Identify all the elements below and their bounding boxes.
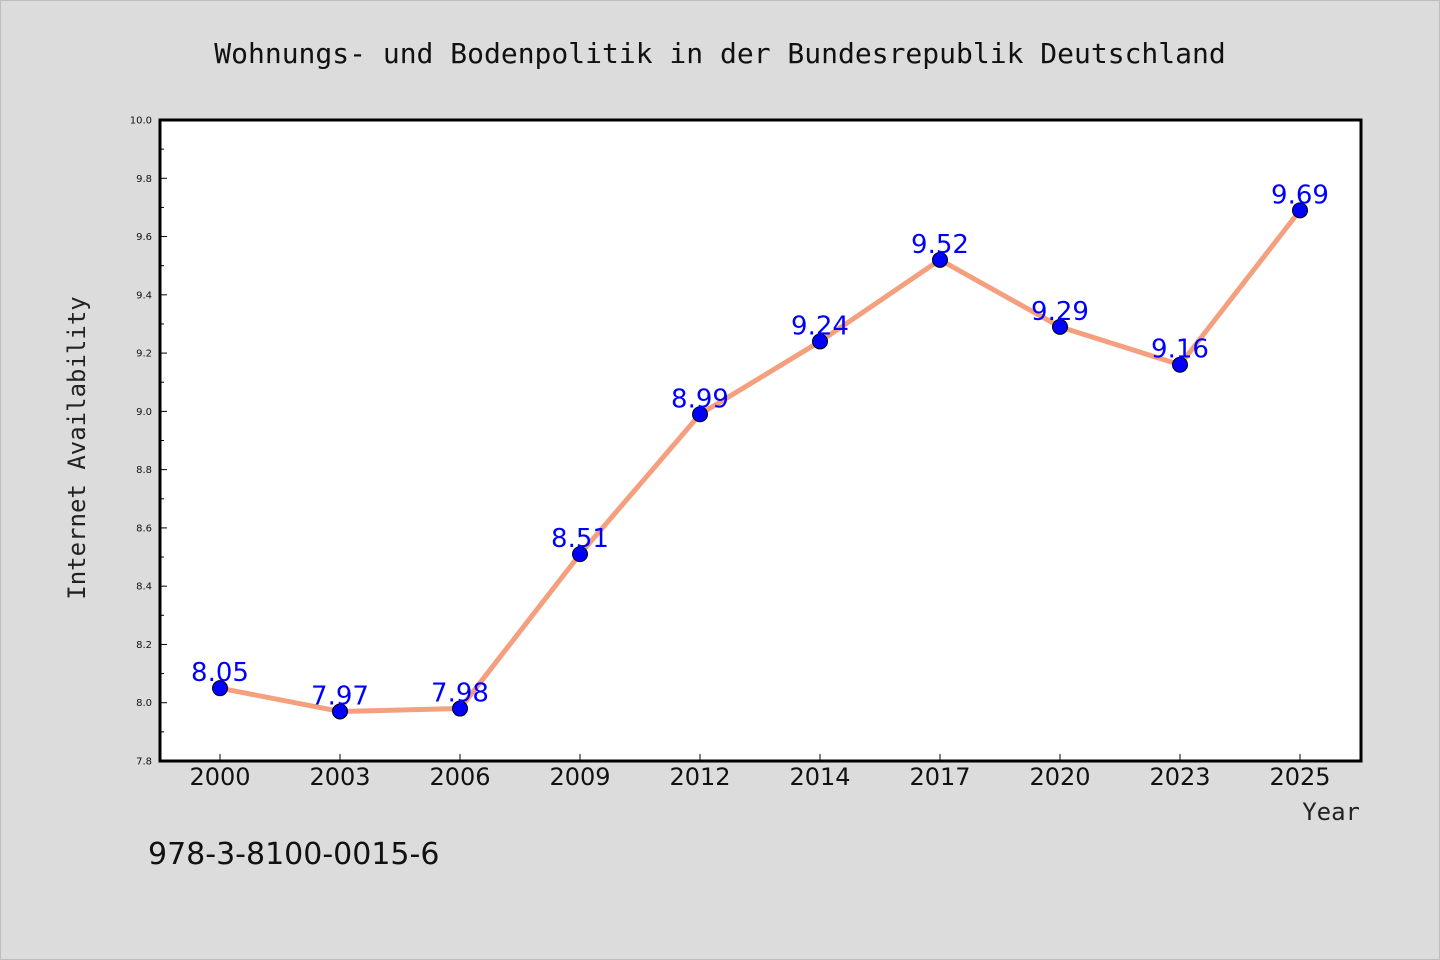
data-label: 9.29 [1031, 297, 1089, 327]
data-point [932, 251, 948, 268]
x-tick-label: 2014 [789, 763, 850, 791]
x-tick-label: 2025 [1269, 763, 1330, 791]
plot-frame [158, 118, 1363, 763]
y-tick-label: 9.8 [136, 174, 152, 185]
data-label: 8.51 [551, 524, 609, 554]
y-tick-label: 9.4 [136, 290, 152, 301]
x-tick-label: 2012 [669, 763, 730, 791]
chart-title: Wohnungs- und Bodenpolitik in der Bundes… [214, 37, 1225, 70]
y-tick-label: 9.2 [136, 349, 152, 360]
data-label: 9.24 [791, 311, 849, 341]
data-point [1052, 318, 1068, 335]
data-point [332, 703, 348, 720]
data-label: 7.98 [431, 679, 489, 709]
data-markers [212, 202, 1308, 720]
x-axis-label: Year [1302, 798, 1360, 826]
series-line [219, 208, 1302, 714]
data-label: 7.97 [311, 681, 369, 711]
x-axis-ticks: 2000 2003 2006 2009 2012 2014 2017 2020 2023 2025 [189, 754, 1331, 791]
data-point [452, 700, 468, 717]
data-label: 9.69 [1271, 180, 1329, 210]
data-point [812, 333, 828, 350]
isbn-text: 978-3-8100-0015-6 [148, 837, 439, 872]
y-tick-label: 8.0 [136, 698, 152, 709]
plot-area [160, 120, 1361, 761]
y-tick-label: 10.0 [130, 116, 152, 127]
y-tick-label: 9.6 [136, 232, 152, 243]
x-tick-label: 2003 [309, 763, 370, 791]
data-point [1292, 202, 1308, 219]
y-tick-label: 8.4 [136, 582, 152, 593]
data-labels: 8.05 7.97 7.98 8.51 8.99 9.24 9.52 9.29 9.16 9.69 [191, 180, 1329, 711]
data-label: 8.05 [191, 658, 249, 688]
data-point [212, 680, 228, 697]
y-tick-label: 7.8 [136, 757, 152, 768]
x-tick-label: 2006 [429, 763, 490, 791]
y-axis-label: Internet Availability [63, 296, 91, 599]
y-axis-ticks: 7.8 8.0 8.2 8.4 8.6 8.8 9.0 9.2 9.4 9.6 9.8 10.0 [130, 116, 167, 768]
data-point [692, 406, 708, 423]
y-tick-label: 8.6 [136, 523, 152, 534]
x-tick-label: 2023 [1149, 763, 1210, 791]
data-point [1172, 356, 1188, 373]
data-label: 9.16 [1151, 335, 1209, 365]
x-tick-label: 2020 [1029, 763, 1090, 791]
data-label: 8.99 [671, 384, 729, 414]
y-tick-label: 9.0 [136, 407, 152, 418]
y-tick-label: 8.8 [136, 465, 152, 476]
y-tick-label: 8.2 [136, 640, 152, 651]
x-tick-label: 2009 [549, 763, 610, 791]
x-tick-label: 2017 [909, 763, 970, 791]
data-label: 9.52 [911, 230, 969, 260]
x-tick-label: 2000 [189, 763, 250, 791]
data-point [572, 546, 588, 563]
